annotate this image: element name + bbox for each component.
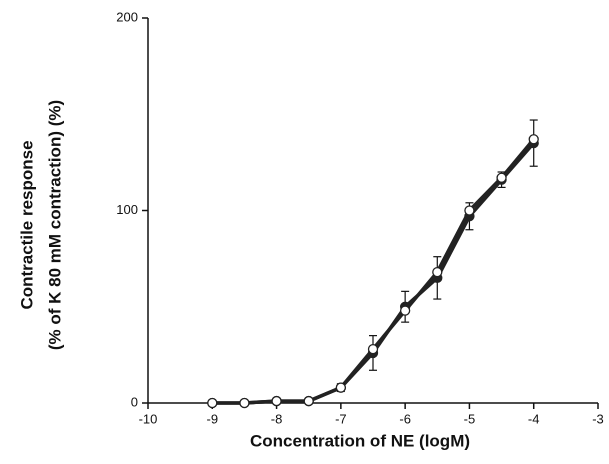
x-tick-label: -7 (335, 411, 347, 426)
x-tick-label: -3 (592, 411, 604, 426)
x-axis-label: Concentration of NE (logM) (250, 431, 470, 450)
data-point (335, 382, 347, 393)
y-axis-label: Contractile response (17, 140, 36, 309)
x-tick-label: -6 (399, 411, 411, 426)
y-axis-label: (% of K 80 mM contraction) (%) (45, 100, 64, 350)
data-point (239, 397, 250, 409)
y-tick-label: 200 (116, 9, 138, 24)
data-point (528, 134, 539, 145)
data-point (367, 343, 379, 355)
x-tick-label: -9 (207, 411, 219, 426)
data-point (303, 395, 314, 407)
data-point (464, 205, 475, 216)
x-tick-label: -4 (528, 411, 540, 426)
data-point (399, 305, 411, 316)
data-point (271, 395, 282, 407)
y-tick-label: 0 (131, 394, 138, 409)
data-point (432, 266, 443, 278)
x-tick-label: -10 (139, 411, 158, 426)
x-tick-label: -5 (464, 411, 476, 426)
x-tick-label: -8 (271, 411, 283, 426)
y-tick-label: 100 (116, 202, 138, 217)
data-point (496, 172, 507, 183)
data-point (207, 397, 218, 409)
